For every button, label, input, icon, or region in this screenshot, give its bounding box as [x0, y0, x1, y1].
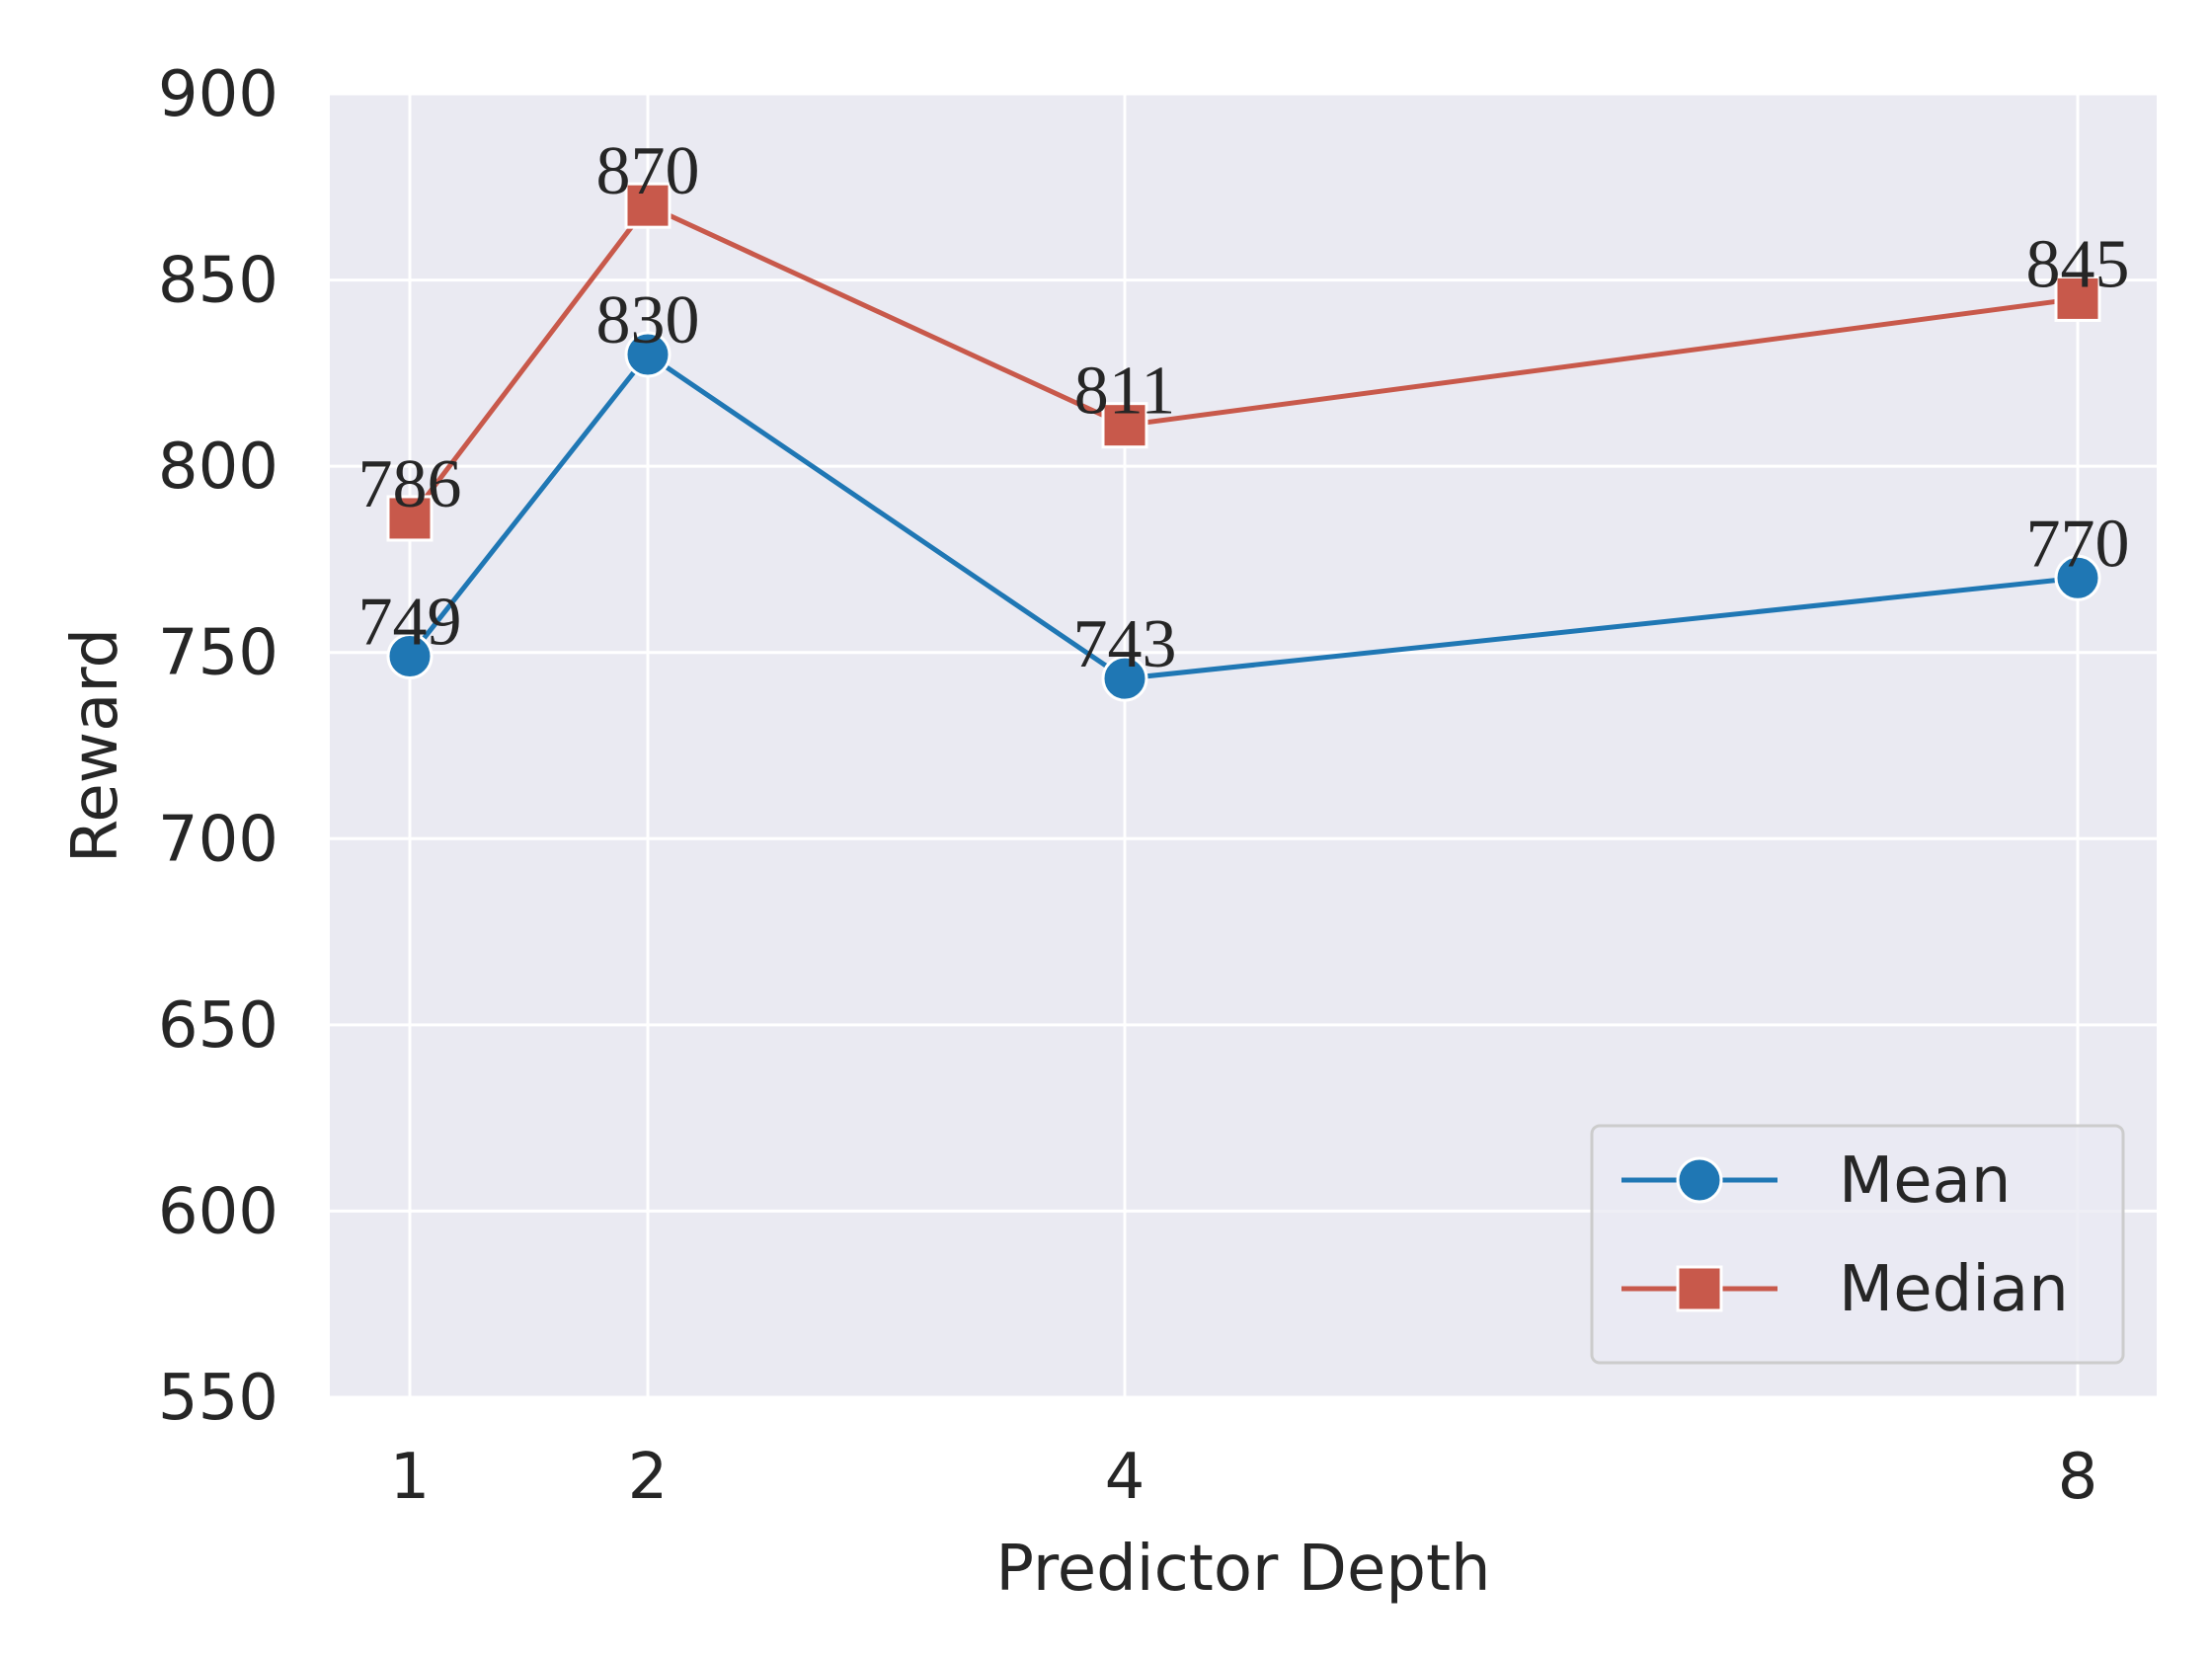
y-tick-label: 550 — [158, 1362, 278, 1435]
legend: Mean Median — [1590, 1124, 2125, 1365]
median-line — [408, 202, 2079, 520]
mean-line — [408, 352, 2079, 681]
median-data-label: 811 — [1074, 354, 1175, 430]
mean-data-label: 743 — [1073, 606, 1177, 682]
mean-point — [2054, 554, 2101, 601]
series-layer: 749 830 743 770 786 870 811 845 — [358, 133, 2130, 702]
mean-point — [1101, 655, 1148, 702]
x-tick-labels: 1 2 4 8 — [390, 1441, 2098, 1514]
y-tick-label: 600 — [158, 1175, 278, 1248]
y-tick-labels: 550 600 650 700 750 800 850 900 — [158, 58, 278, 1435]
mean-point — [386, 632, 434, 679]
median-data-label: 845 — [2026, 226, 2130, 302]
y-tick-label: 900 — [158, 58, 278, 131]
y-tick-label: 650 — [158, 989, 278, 1063]
mean-data-label: 749 — [358, 584, 462, 660]
y-tick-label: 800 — [158, 431, 278, 504]
median-point — [624, 182, 672, 229]
x-tick-label: 8 — [2058, 1441, 2098, 1514]
legend-median-marker — [1676, 1265, 1723, 1312]
median-data-label: 786 — [358, 446, 462, 522]
median-point — [2054, 275, 2101, 322]
grid-lines — [330, 92, 2157, 1399]
x-tick-label: 2 — [628, 1441, 669, 1514]
y-tick-label: 850 — [158, 245, 278, 318]
mean-data-label: 770 — [2026, 506, 2130, 582]
legend-mean-label: Mean — [1839, 1145, 2011, 1218]
legend-mean-marker — [1676, 1156, 1723, 1204]
mean-point — [624, 331, 672, 378]
x-axis-label: Predictor Depth — [995, 1533, 1490, 1606]
median-point — [386, 495, 434, 542]
mean-data-label: 830 — [596, 282, 700, 358]
y-tick-label: 750 — [158, 617, 278, 690]
legend-box — [1590, 1124, 2125, 1365]
legend-median-label: Median — [1839, 1253, 2069, 1326]
x-tick-label: 4 — [1105, 1441, 1146, 1514]
y-tick-label: 700 — [158, 803, 278, 876]
y-axis-label: Reward — [59, 628, 132, 863]
median-data-label: 870 — [596, 133, 700, 209]
median-point — [1101, 402, 1148, 449]
x-tick-label: 1 — [390, 1441, 431, 1514]
